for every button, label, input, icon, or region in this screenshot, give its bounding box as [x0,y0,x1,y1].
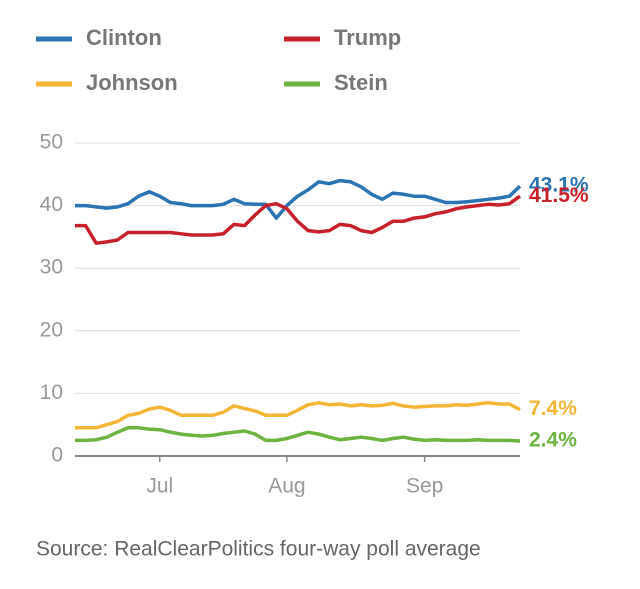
y-tick-label: 10 [40,381,63,404]
end-label: 41.5% [529,184,589,207]
end-label: 2.4% [529,429,577,452]
x-tick-label: Sep [406,475,443,498]
legend-label: Trump [334,25,401,50]
source-note: Source: RealClearPolitics four-way poll … [36,538,481,561]
end-label: 43.1% [529,174,589,197]
y-tick-label: 50 [40,131,63,154]
x-tick-label: Jul [146,475,173,498]
y-tick-label: 20 [40,318,63,341]
series-line [75,401,521,430]
series-line [75,178,522,220]
legend-label: Clinton [86,25,162,50]
x-tick-label: Aug [268,475,305,498]
end-label: 7.4% [529,397,577,420]
y-tick-label: 0 [51,444,63,467]
y-tick-label: 30 [40,256,63,279]
legend-label: Johnson [86,70,178,95]
legend-label: Stein [334,70,388,95]
series-line [75,194,522,245]
series-line [75,426,521,443]
y-tick-label: 40 [40,193,63,216]
